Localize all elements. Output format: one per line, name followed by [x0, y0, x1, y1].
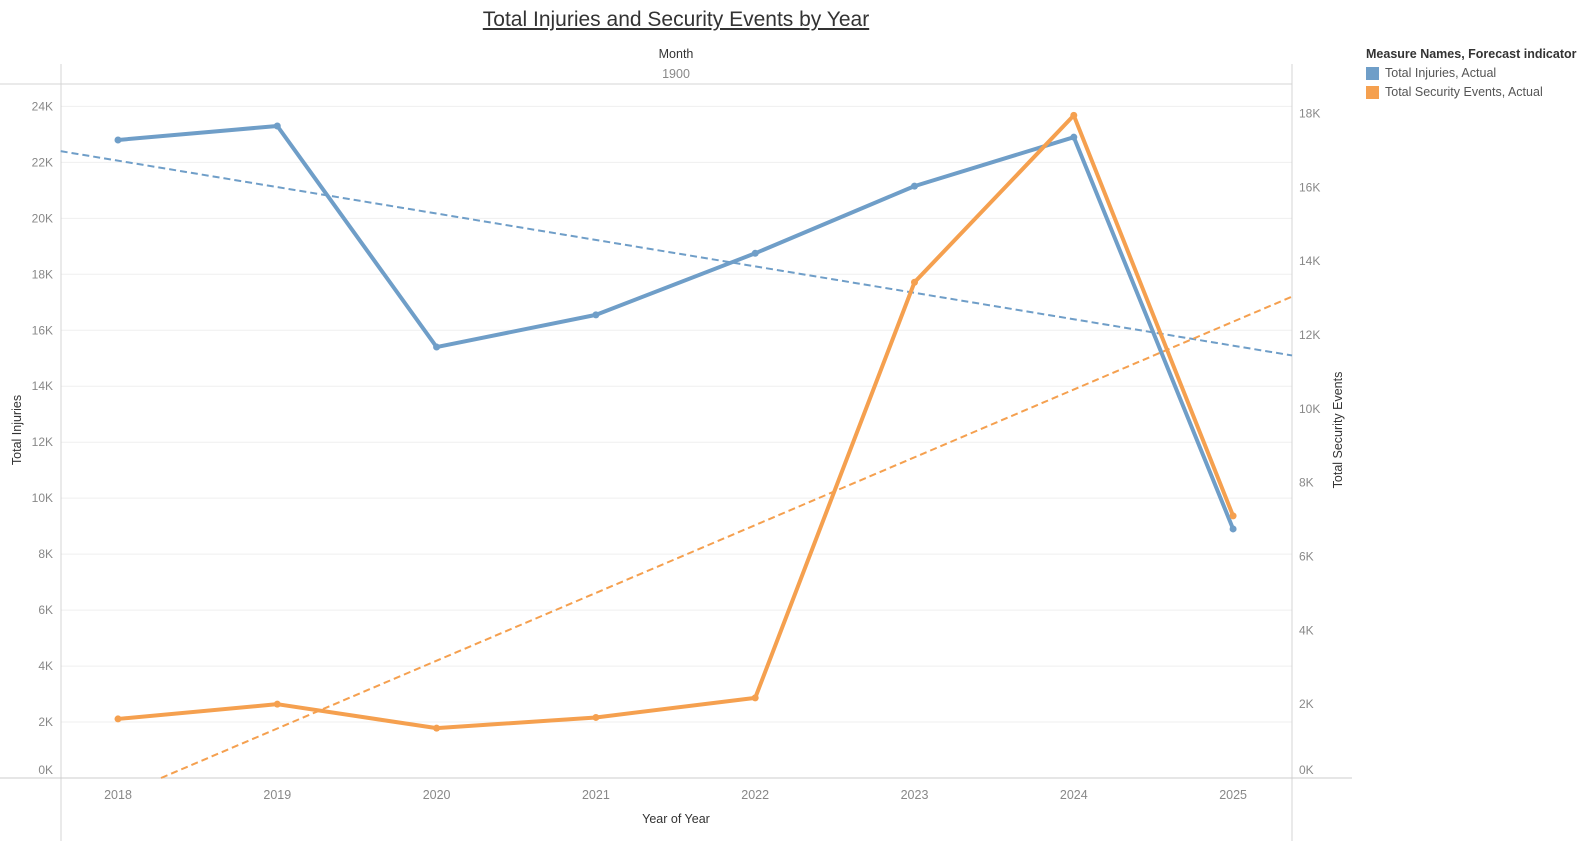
- right-tick-label: 16K: [1299, 180, 1320, 194]
- right-axis-title: Total Security Events: [1331, 372, 1345, 489]
- left-tick-label: 24K: [32, 99, 53, 113]
- left-tick-label: 16K: [32, 323, 53, 337]
- data-point-security-events: [592, 713, 600, 721]
- data-point-injuries: [114, 136, 122, 144]
- data-point-injuries: [273, 122, 281, 130]
- left-tick-label: 20K: [32, 211, 53, 225]
- legend-label-security-events: Total Security Events, Actual: [1385, 85, 1543, 99]
- x-tick-label: 2022: [741, 788, 769, 802]
- legend-item-injuries[interactable]: Total Injuries, Actual: [1366, 66, 1578, 80]
- left-tick-label: 22K: [32, 155, 53, 169]
- series-line-security-events: [116, 113, 1236, 731]
- right-tick-label: 18K: [1299, 107, 1320, 121]
- right-tick-label: 0K: [1299, 763, 1314, 777]
- right-tick-label: 6K: [1299, 550, 1314, 564]
- x-tick-label: 2018: [104, 788, 132, 802]
- x-tick-label: 2021: [582, 788, 610, 802]
- data-point-security-events: [911, 278, 918, 286]
- left-tick-label: 0K: [38, 763, 53, 777]
- right-tick-label: 14K: [1299, 254, 1320, 268]
- data-point-security-events: [1070, 111, 1078, 119]
- trend-line-security-events: [160, 295, 1293, 779]
- x-tick-label: 2025: [1219, 788, 1247, 802]
- chart-title: Total Injuries and Security Events by Ye…: [482, 8, 870, 31]
- left-axis-ticks: 0K 2K 4K 6K 8K 10K 12K 14K 16K 18K 20K 22K 24K: [32, 99, 53, 777]
- data-point-security-events: [273, 700, 281, 708]
- data-point-injuries: [433, 343, 441, 351]
- legend-title: Measure Names, Forecast indicator: [1366, 47, 1577, 61]
- right-axis-ticks: 0K 2K 4K 6K 8K 10K 12K 14K 16K 18K: [1299, 107, 1320, 777]
- left-tick-label: 18K: [32, 267, 53, 281]
- x-tick-label: 2020: [423, 788, 451, 802]
- left-tick-label: 14K: [32, 379, 53, 393]
- legend-swatch-injuries: [1366, 66, 1379, 80]
- data-point-security-events: [114, 715, 122, 723]
- series-line-injuries: [116, 123, 1236, 531]
- left-tick-label: 10K: [32, 491, 53, 505]
- left-tick-label: 4K: [38, 659, 53, 673]
- x-axis-ticks: 2018 2019 2020 2021 2022 2023 2024 2025: [104, 788, 1247, 802]
- right-tick-label: 8K: [1299, 476, 1314, 490]
- legend-swatch-security-events: [1366, 85, 1379, 99]
- x-tick-label: 2019: [263, 788, 291, 802]
- legend: Measure Names, Forecast indicator Total …: [1366, 47, 1578, 99]
- right-tick-label: 4K: [1299, 623, 1314, 637]
- data-point-security-events: [751, 694, 759, 702]
- trend-lines: [60, 150, 1293, 779]
- chart-plot: Month 1900 0K 2K 4K 6K 8K 10K 12K 14K 16K 18K 20K 2…: [0, 47, 1352, 841]
- data-point-security-events: [433, 724, 441, 732]
- right-tick-label: 2K: [1299, 697, 1314, 711]
- trend-line-injuries: [60, 150, 1293, 357]
- chart-frame: [0, 64, 1352, 841]
- legend-label-injuries: Total Injuries, Actual: [1385, 66, 1497, 80]
- top-axis-title: Month: [659, 47, 694, 61]
- data-point-injuries: [751, 249, 759, 257]
- right-tick-label: 12K: [1299, 328, 1320, 342]
- x-tick-label: 2024: [1060, 788, 1088, 802]
- legend-item-security-events[interactable]: Total Security Events, Actual: [1366, 85, 1578, 99]
- data-point-injuries: [1229, 525, 1237, 533]
- left-tick-label: 6K: [38, 603, 53, 617]
- right-tick-label: 10K: [1299, 402, 1320, 416]
- data-point-injuries: [1070, 133, 1078, 141]
- x-tick-label: 2023: [901, 788, 929, 802]
- left-axis-title: Total Injuries: [10, 395, 24, 465]
- data-point-injuries: [592, 311, 600, 319]
- x-axis-title: Year of Year: [642, 812, 710, 826]
- left-tick-label: 2K: [38, 715, 53, 729]
- left-tick-label: 8K: [38, 547, 53, 561]
- series-lines: [114, 111, 1237, 732]
- data-point-security-events: [1229, 512, 1237, 520]
- left-tick-label: 12K: [32, 435, 53, 449]
- data-point-injuries: [911, 182, 918, 190]
- top-axis-value: 1900: [662, 67, 690, 81]
- grid-layer: [61, 105, 1292, 723]
